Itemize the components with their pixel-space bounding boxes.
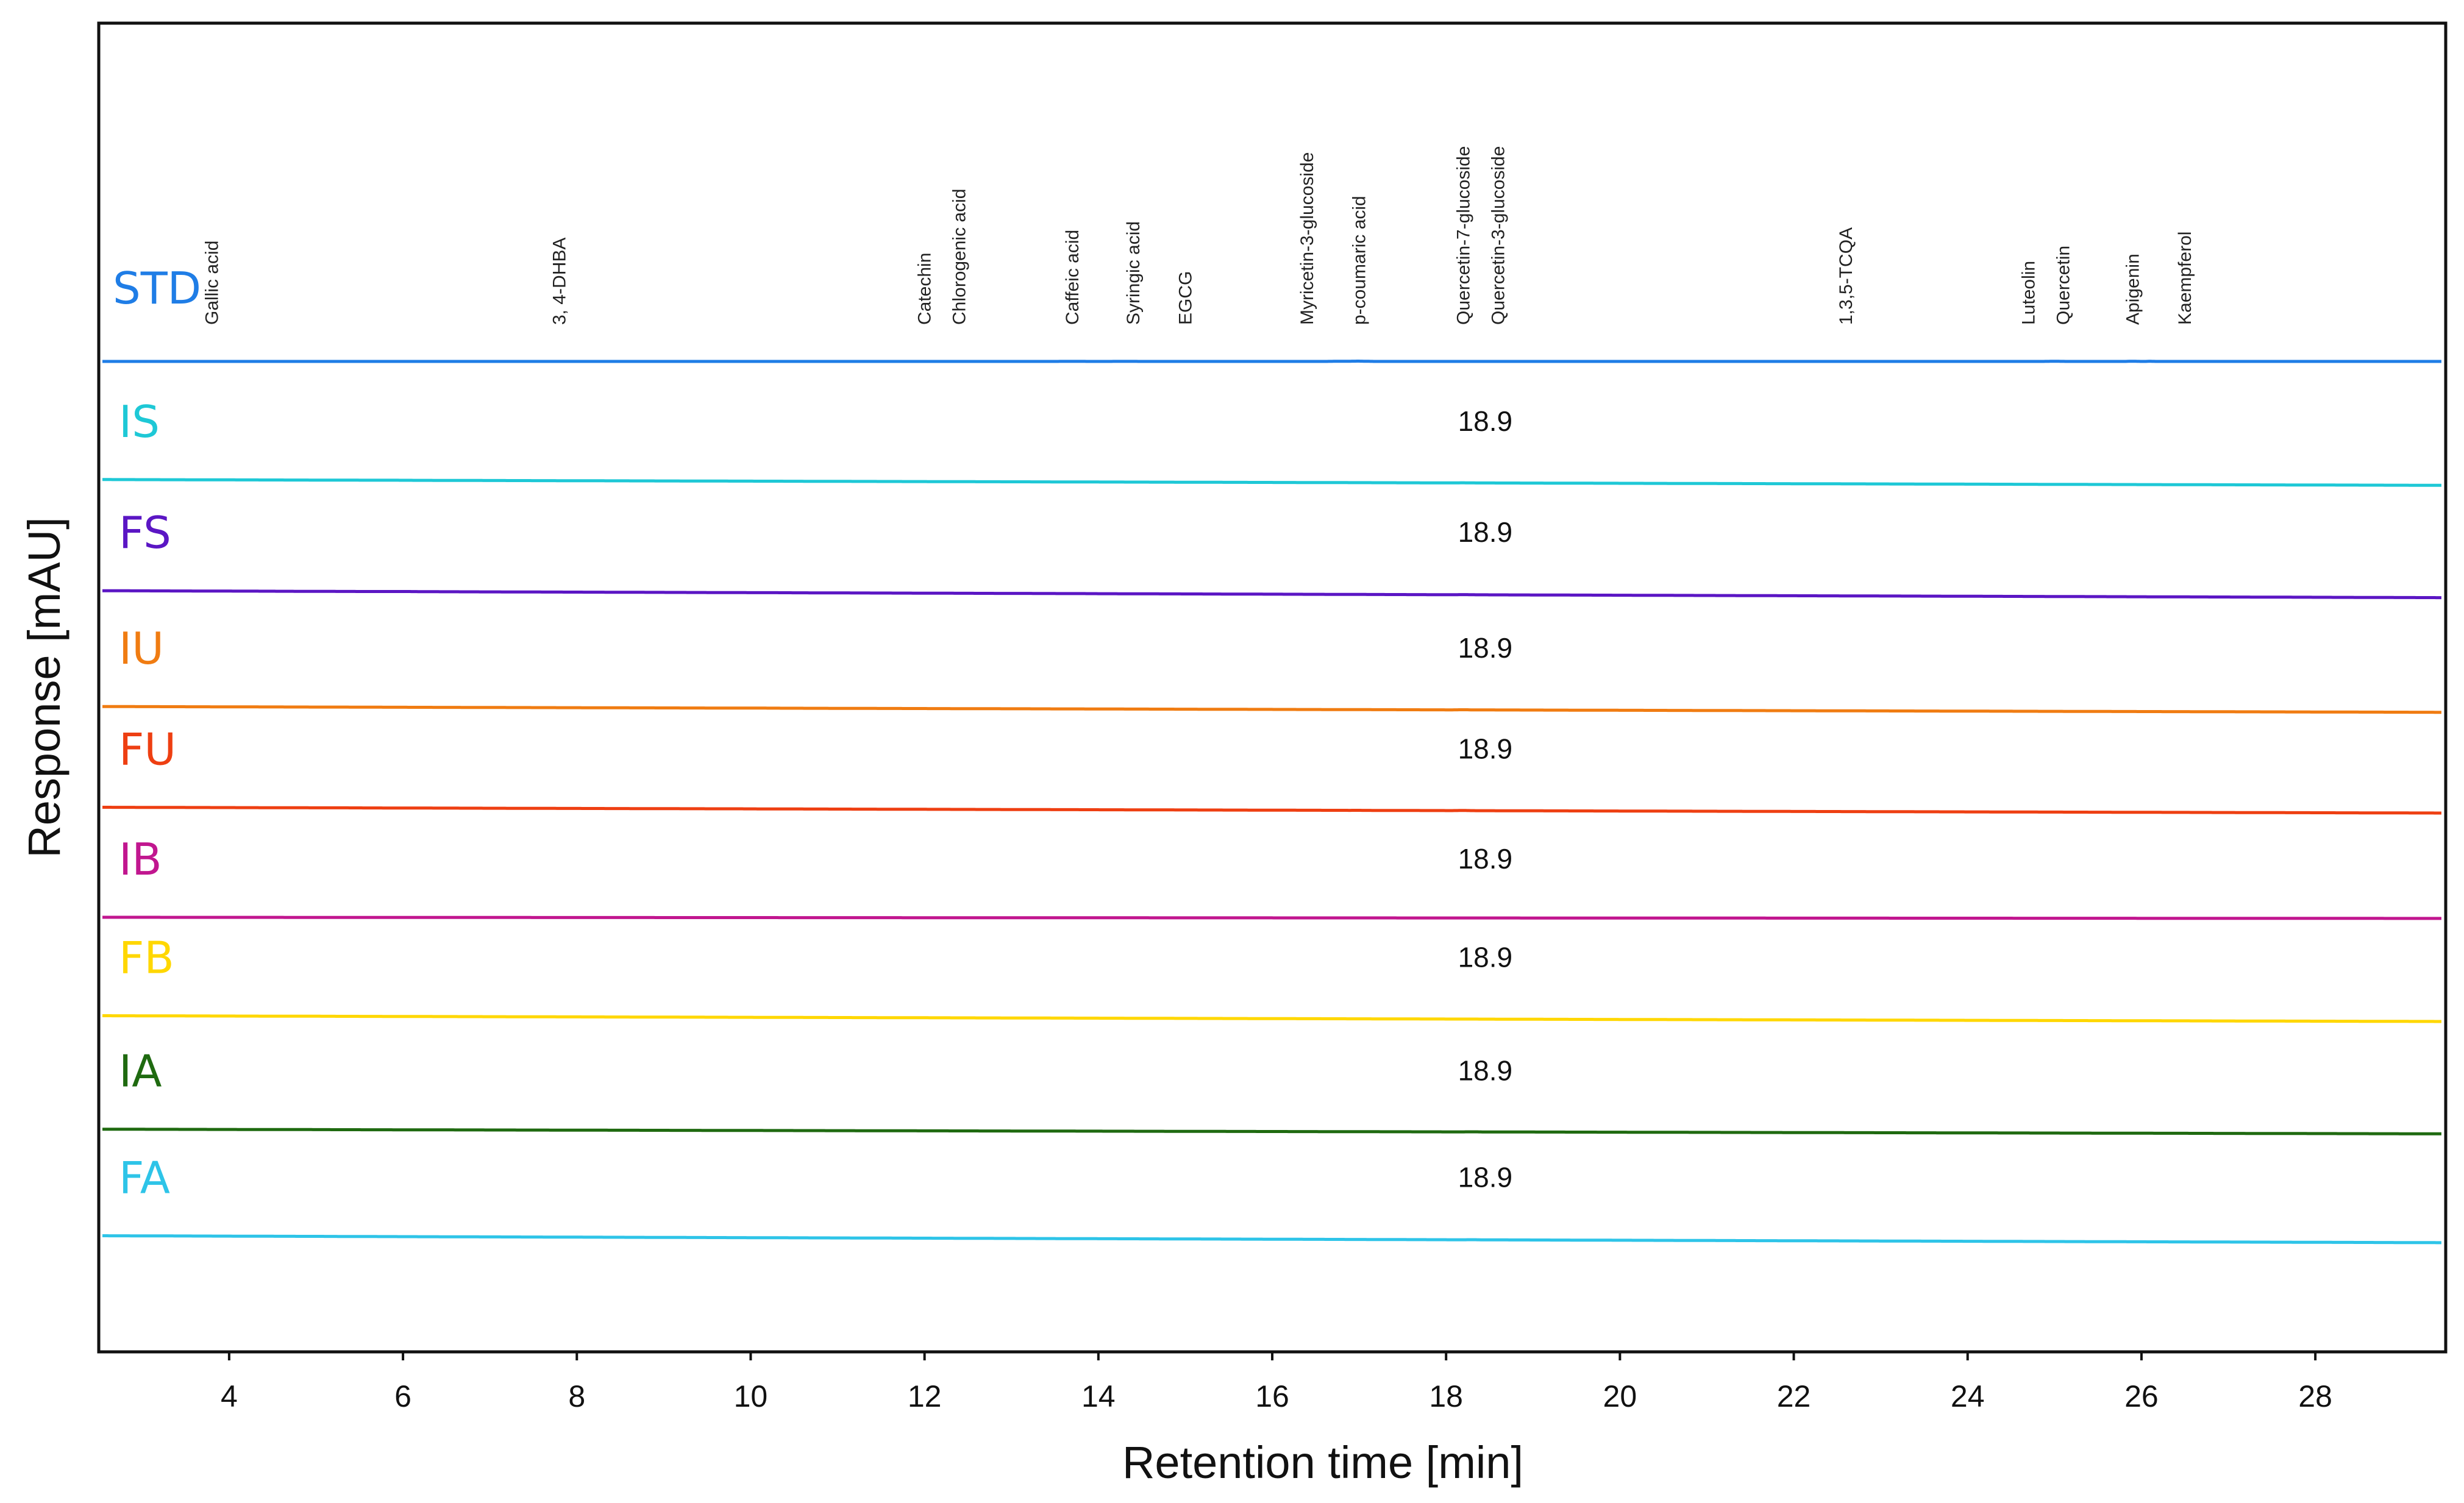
series-label-fu: FU	[119, 724, 176, 775]
rt-label-is: 18.9	[1458, 405, 1513, 437]
series-label-iu: IU	[119, 623, 164, 674]
x-tick-label: 20	[1603, 1379, 1637, 1413]
x-tick-label: 24	[1951, 1379, 1985, 1413]
series-label-ib: IB	[119, 834, 162, 885]
series-label-fs: FS	[119, 507, 171, 558]
trace-fb	[102, 1014, 2441, 1023]
x-tick-label: 10	[734, 1379, 768, 1413]
peak-label: Kaempferol	[2175, 232, 2195, 325]
x-tick-label: 12	[908, 1379, 942, 1413]
peak-label: Caffeic acid	[1063, 230, 1083, 325]
trace-std	[102, 360, 2441, 363]
x-tick-label: 18	[1429, 1379, 1463, 1413]
rt-label-fa: 18.9	[1458, 1162, 1513, 1193]
rt-label-ib: 18.9	[1458, 843, 1513, 875]
peak-label: Luteolin	[2019, 261, 2039, 325]
plot-area-frame	[97, 21, 2448, 1354]
y-axis-title: Response [mAU]	[19, 517, 69, 858]
rt-label-fs: 18.9	[1458, 516, 1513, 548]
peak-label: p-coumaric acid	[1350, 196, 1370, 325]
series-label-std: STD	[113, 263, 201, 314]
rt-label-iu: 18.9	[1458, 632, 1513, 664]
x-tick-label: 28	[2298, 1379, 2332, 1413]
trace-ia	[102, 1128, 2441, 1135]
traces-group	[102, 360, 2441, 1245]
peak-label: Chlorogenic acid	[950, 189, 970, 325]
series-label-fa: FA	[119, 1153, 170, 1204]
x-tick-label: 16	[1255, 1379, 1289, 1413]
trace-fu	[102, 806, 2441, 815]
retention-time-labels: 18.9 18.9 18.9 18.9 18.9 18.9 18.9 18.9	[1458, 405, 1513, 1193]
peak-label: 1,3,5-TCQA	[1836, 227, 1856, 325]
series-label-is: IS	[119, 396, 160, 447]
trace-ib	[102, 915, 2441, 920]
rt-label-ia: 18.9	[1458, 1055, 1513, 1087]
x-tick-label: 26	[2124, 1379, 2159, 1413]
x-axis-ticks: 4 6 8 10 12 14 16 18 20 22 24 26 28	[221, 1352, 2332, 1413]
peak-label: 3, 4-DHBA	[550, 238, 570, 325]
series-labels-group: STD IS FS IU FU IB FB IA FA	[113, 263, 201, 1204]
peak-label: Gallic acid	[202, 241, 222, 325]
standard-peak-labels: Gallic acid 3, 4-DHBA Catechin Chlorogenic …	[202, 146, 2195, 325]
trace-fs	[102, 589, 2441, 600]
peak-label: Myricetin-3-glucoside	[1297, 152, 1317, 325]
x-tick-label: 6	[394, 1379, 411, 1413]
peak-label: Catechin	[915, 253, 935, 325]
x-axis-title: Retention time [min]	[1122, 1437, 1523, 1488]
peak-label: Quercetin-3-glucoside	[1489, 146, 1509, 325]
rt-label-fu: 18.9	[1458, 733, 1513, 765]
peak-label: Quercetin	[2054, 246, 2074, 325]
peak-label: Apigenin	[2123, 254, 2143, 325]
peak-label: Syringic acid	[1123, 221, 1144, 325]
x-tick-label: 22	[1777, 1379, 1811, 1413]
trace-iu	[102, 705, 2441, 714]
rt-label-fb: 18.9	[1458, 942, 1513, 973]
peak-label: Quercetin-7-glucoside	[1454, 146, 1474, 325]
series-label-fb: FB	[119, 933, 174, 984]
x-tick-label: 14	[1081, 1379, 1116, 1413]
series-label-ia: IA	[119, 1046, 162, 1097]
peak-label: EGCG	[1175, 271, 1195, 325]
trace-is	[102, 478, 2441, 487]
x-tick-label: 4	[221, 1379, 238, 1413]
trace-fa	[102, 1234, 2441, 1245]
x-tick-label: 8	[568, 1379, 585, 1413]
